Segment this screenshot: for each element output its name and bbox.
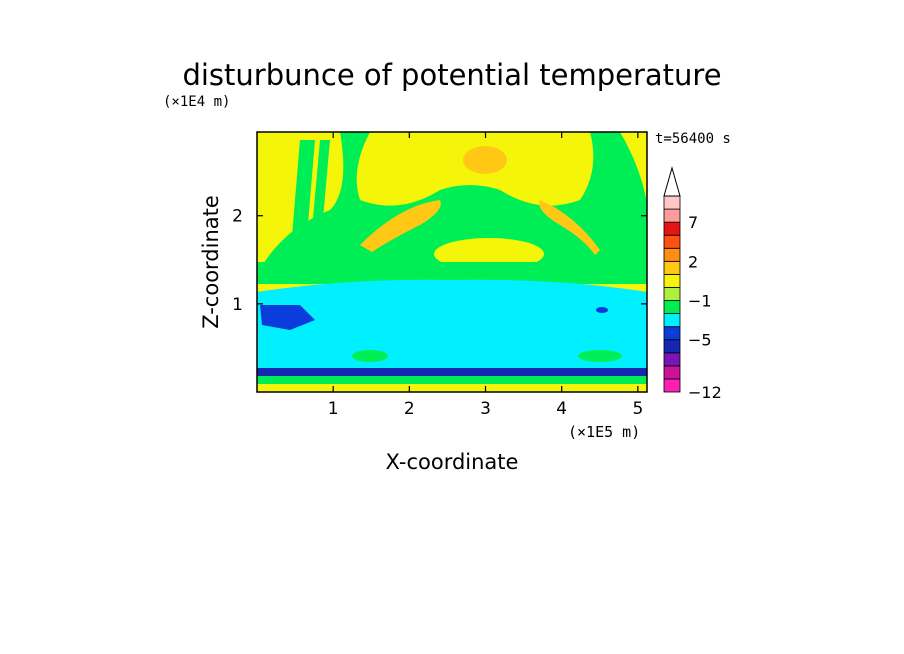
x-tick-label: 3 [480, 399, 491, 419]
field-blue-right-dot [596, 307, 608, 313]
x-tick-label: 4 [556, 399, 567, 419]
field-surface-yellow [257, 384, 647, 392]
colorbar-swatch [663, 326, 681, 341]
colorbar-swatch [663, 378, 681, 393]
x-ticks: 1 2 3 4 5 [328, 132, 643, 419]
y-scale-label: (×1E4 m) [163, 94, 230, 110]
y-ticks: 12 [232, 207, 647, 315]
colorbar-swatch [663, 234, 681, 249]
field-green-inner [400, 192, 580, 260]
plot-frame [256, 131, 648, 393]
colorbar-swatch [663, 300, 681, 314]
colorbar-swatch [663, 195, 681, 210]
field-blue-band [257, 368, 647, 376]
colorbar-label: −12 [688, 383, 722, 402]
colorbar-label: 7 [688, 213, 698, 232]
y-tick-label: 2 [232, 207, 243, 227]
field-green-band [257, 262, 647, 284]
colorbar-swatch [663, 287, 681, 301]
y-axis-label: Z-coordinate [199, 195, 223, 329]
colorbar-swatch [663, 208, 681, 223]
colorbar-label: −5 [688, 331, 712, 350]
colorbar: −12−5−127 [663, 166, 722, 402]
time-label: t=56400 s [655, 131, 731, 147]
field-orange-arm-left [360, 200, 441, 252]
colorbar-swatch [663, 260, 681, 275]
colorbar-swatch [663, 273, 681, 288]
colorbar-swatch [663, 339, 681, 354]
field-green-low1 [352, 350, 388, 362]
contour-field [257, 132, 647, 392]
x-axis-label: X-coordinate [386, 450, 519, 474]
field-orange-arm-right [539, 200, 600, 255]
colorbar-extend-arrow [663, 166, 681, 197]
colorbar-label: −1 [688, 292, 712, 311]
field-blue-left [260, 305, 315, 330]
field-green-stripes [290, 140, 330, 260]
colorbar-swatch [663, 352, 681, 367]
colorbar-swatch [663, 247, 681, 262]
field-green-low2 [578, 350, 622, 362]
field-cyan [257, 279, 647, 372]
x-tick-label: 1 [328, 399, 339, 419]
x-scale-label: (×1E5 m) [568, 423, 640, 441]
y-tick-label: 1 [232, 295, 243, 315]
field-orange-top [463, 146, 507, 174]
x-tick-label: 5 [632, 399, 643, 419]
colorbar-label: 2 [688, 252, 698, 271]
chart-title: disturbunce of potential temperature [182, 58, 721, 92]
colorbar-swatch [663, 365, 681, 380]
x-tick-label: 2 [404, 399, 415, 419]
colorbar-swatch [663, 313, 681, 328]
field-surface-green [257, 376, 647, 384]
colorbar-swatch [663, 221, 681, 236]
